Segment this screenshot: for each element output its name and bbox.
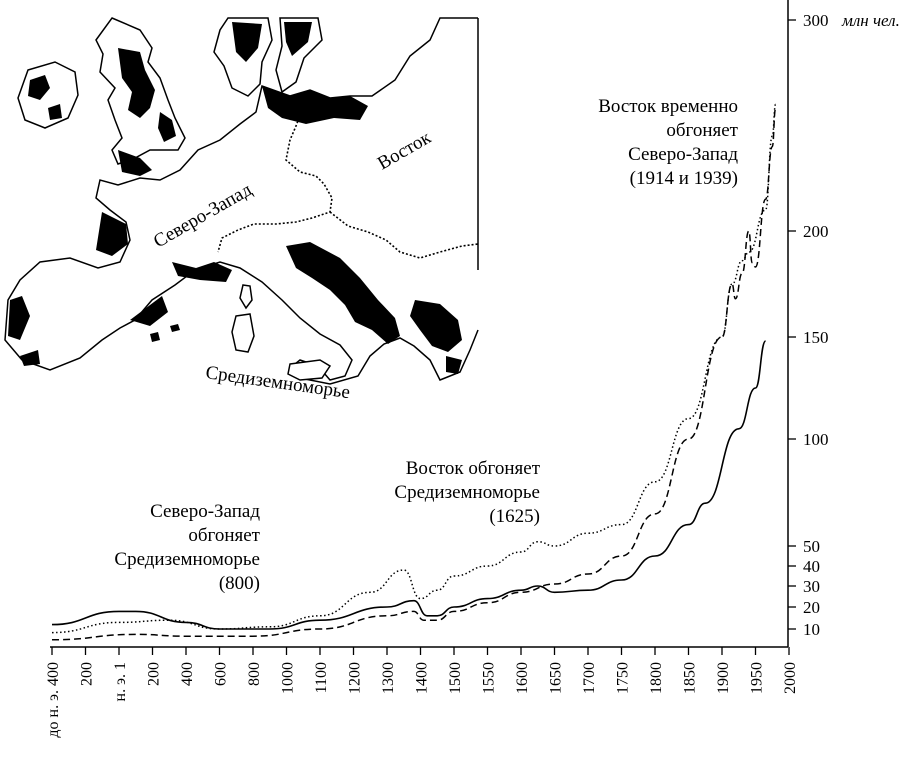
map-sardinia	[231, 313, 255, 353]
map-iberia-coast	[8, 212, 168, 340]
y-tick-label: 200	[803, 222, 829, 241]
map-balkans	[410, 300, 462, 374]
annotation-line: Средиземноморье	[394, 482, 540, 503]
x-tick-label: до н. э. 400	[45, 662, 62, 738]
x-tick-label: 1550	[481, 662, 498, 694]
annotation-1914-1939: Восток временно обгоняет Северо-Запад (1…	[540, 95, 738, 191]
x-tick-label: 1300	[380, 662, 397, 694]
x-tick-label: 1900	[715, 662, 732, 694]
map-italy	[286, 242, 400, 344]
annotation-800: Северо-Запад обгоняет Средиземноморье (8…	[60, 500, 260, 596]
series-line-dashed	[51, 107, 777, 641]
y-tick-label: 30	[803, 577, 820, 596]
map-label-northwest: Северо-Запад	[150, 179, 256, 252]
map-label-east: Восток	[374, 127, 435, 175]
map-ireland	[17, 61, 79, 129]
map-balearics	[150, 324, 180, 342]
x-ticks: до н. э. 400 200 н. э. 1 200 400 600 800 1000 11…	[45, 647, 799, 738]
map-sicily	[287, 359, 332, 381]
annotation-line: обгоняет	[666, 120, 738, 141]
y-tick-label: 50	[803, 537, 820, 556]
europe-map: Северо-Запад Восток Средиземноморье	[4, 17, 479, 403]
series-line-solid	[51, 340, 767, 630]
annotation-line: (1914 и 1939)	[629, 168, 738, 189]
map-north-africa-tip	[20, 350, 40, 366]
x-tick-label: 1850	[682, 662, 699, 694]
y-unit-label: млн чел.	[841, 11, 900, 30]
map-britain-upland	[118, 48, 176, 142]
map-continent-coast	[4, 17, 479, 385]
x-tick-label: 400	[179, 662, 196, 686]
x-tick-label: 1750	[615, 662, 632, 694]
annotation-line: (800)	[218, 573, 260, 594]
x-tick-label: 1600	[514, 662, 531, 694]
x-tick-label: 600	[213, 662, 230, 686]
x-tick-label: 200	[79, 662, 96, 686]
annotation-line: Восток временно	[598, 96, 738, 117]
x-tick-label: н. э. 1	[112, 662, 129, 701]
x-tick-label: 1000	[280, 662, 297, 694]
y-tick-label: 300	[803, 11, 829, 30]
y-tick-label: 100	[803, 430, 829, 449]
annotation-line: (1625)	[489, 506, 540, 527]
map-ireland-upland	[28, 75, 62, 120]
map-scandinavia-upland	[232, 22, 312, 62]
x-tick-label: 1200	[347, 662, 364, 694]
y-tick-label: 40	[803, 557, 820, 576]
map-france-coast	[118, 150, 232, 282]
series-line-dotted	[51, 103, 777, 634]
map-region-boundary-east	[329, 211, 479, 259]
x-tick-label: 2000	[782, 662, 799, 694]
x-tick-label: 200	[146, 662, 163, 686]
x-tick-label: 800	[246, 662, 263, 686]
x-tick-label: 1800	[648, 662, 665, 694]
annotation-line: Северо-Запад	[150, 501, 260, 522]
y-tick-label: 10	[803, 620, 820, 639]
x-tick-label: 1500	[447, 662, 464, 694]
series-group	[51, 103, 777, 641]
x-tick-label: 1700	[581, 662, 598, 694]
annotation-line: обгоняет	[188, 525, 260, 546]
annotation-line: Северо-Запад	[628, 144, 738, 165]
x-tick-label: 1950	[749, 662, 766, 694]
y-tick-label: 20	[803, 598, 820, 617]
annotation-line: Средиземноморье	[114, 549, 260, 570]
x-tick-label: 1100	[313, 662, 330, 693]
x-tick-label: 1400	[414, 662, 431, 694]
annotation-1625: Восток обгоняет Средиземноморье (1625)	[330, 457, 540, 529]
map-region-boundary	[217, 109, 333, 253]
annotation-line: Восток обгоняет	[405, 458, 540, 479]
x-tick-label: 1650	[548, 662, 565, 694]
map-corsica	[239, 284, 253, 310]
y-tick-label: 150	[803, 328, 829, 347]
